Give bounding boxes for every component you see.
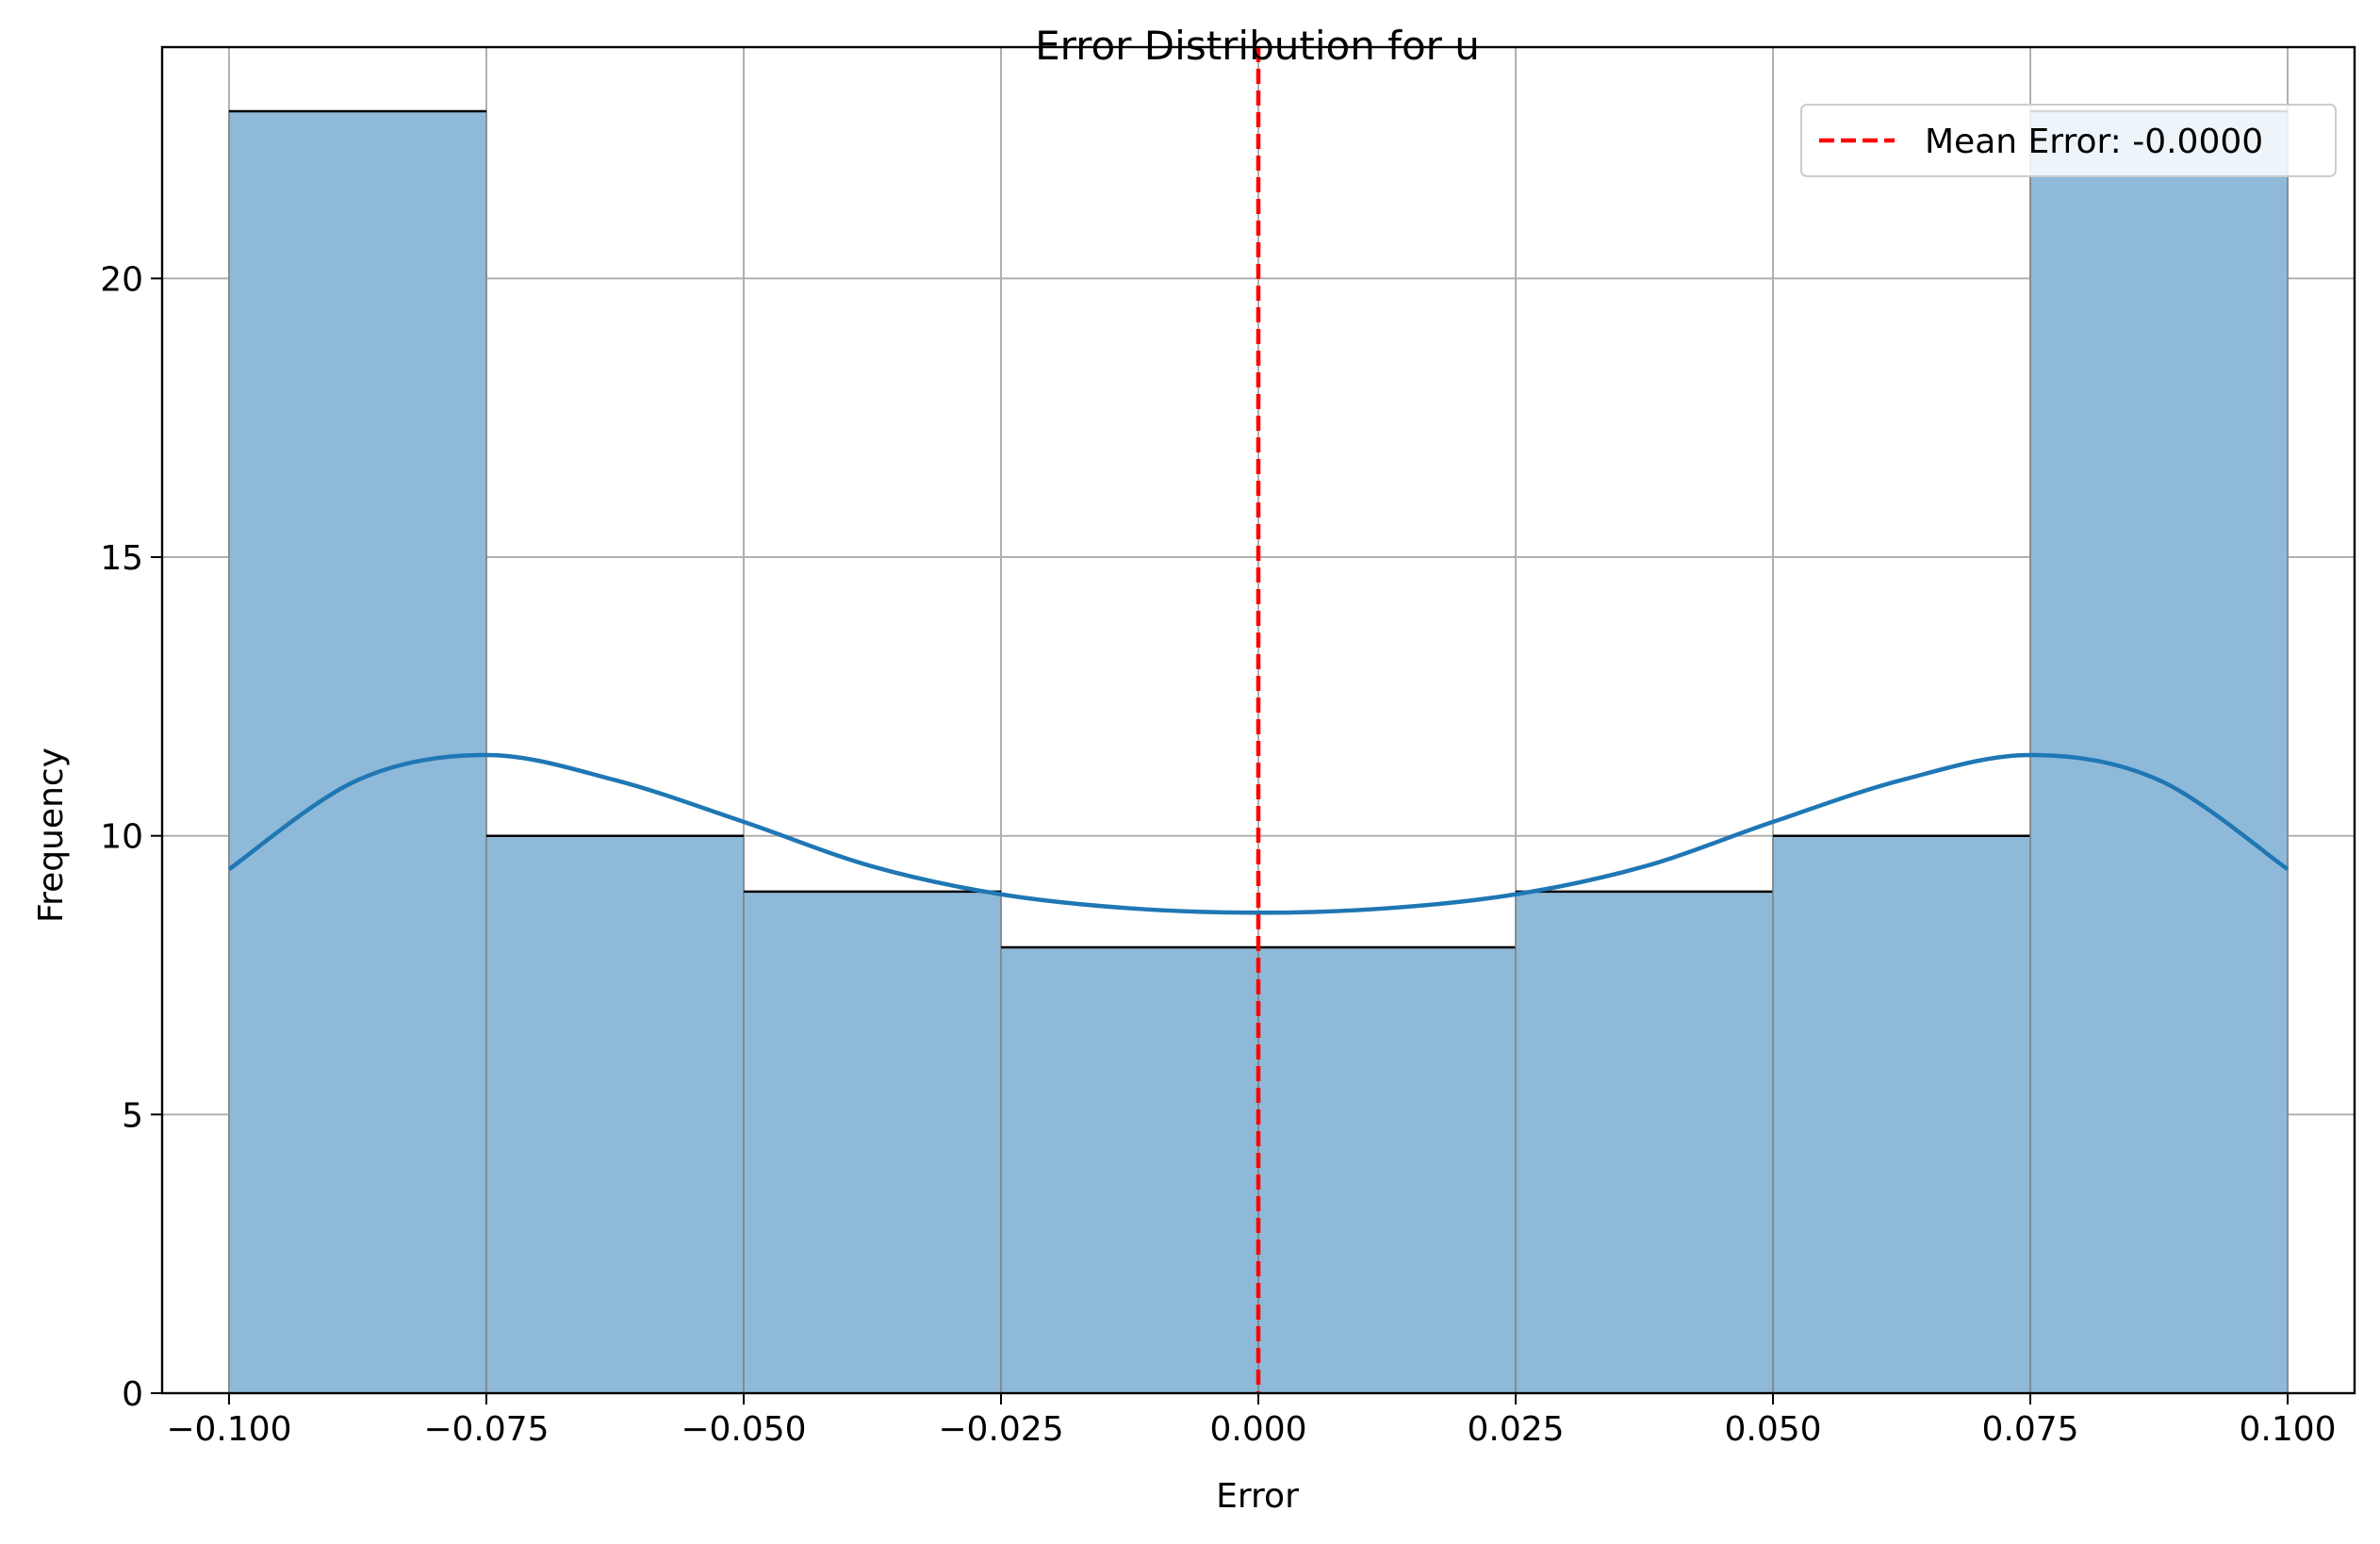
x-tick-label-4: 0.000	[1209, 1410, 1306, 1449]
y-axis-ticks: 0 5 10 15 20	[100, 260, 162, 1414]
y-tick-label-0: 0	[122, 1375, 143, 1414]
x-tick-label-0: −0.100	[166, 1410, 291, 1449]
kde-curve-group	[227, 752, 2290, 915]
legend: Mean Error: -0.0000	[1800, 104, 2337, 177]
histogram-bar-4	[1257, 946, 1517, 1394]
y-axis-label: Frequency	[32, 747, 71, 923]
x-tick-label-5: 0.025	[1467, 1410, 1564, 1449]
histogram-bar-5	[1515, 891, 1774, 1394]
histogram-bar-3	[1000, 946, 1259, 1394]
x-tick-label-7: 0.075	[1981, 1410, 2078, 1449]
y-tick-label-2: 10	[100, 818, 143, 857]
histogram-bar-2	[743, 891, 1002, 1394]
histogram-bars	[228, 109, 2289, 1394]
x-axis-label: Error	[1216, 1477, 1299, 1516]
histogram-bar-6	[1772, 834, 2031, 1394]
histogram-bar-0	[228, 110, 487, 1394]
x-tick-label-8: 0.100	[2239, 1410, 2336, 1449]
kde-curve	[227, 752, 2290, 915]
legend-box	[1800, 104, 2337, 177]
x-tick-label-2: −0.050	[681, 1410, 806, 1449]
histogram-bar-7	[2029, 110, 2289, 1394]
x-tick-label-3: −0.025	[938, 1410, 1063, 1449]
x-tick-label-1: −0.075	[423, 1410, 549, 1449]
y-tick-label-3: 15	[100, 539, 143, 578]
y-tick-label-1: 5	[122, 1096, 143, 1135]
histogram-bar-1	[485, 834, 745, 1394]
x-tick-label-6: 0.050	[1724, 1410, 1821, 1449]
legend-mean-label: Mean Error: -0.0000	[1925, 123, 2263, 161]
chart-title: Error Distribution for u	[1035, 23, 1480, 69]
x-axis-ticks: −0.100 −0.075 −0.050 −0.025 0.000 0.025 0.050 0…	[166, 1393, 2337, 1449]
y-tick-label-4: 20	[100, 260, 143, 299]
